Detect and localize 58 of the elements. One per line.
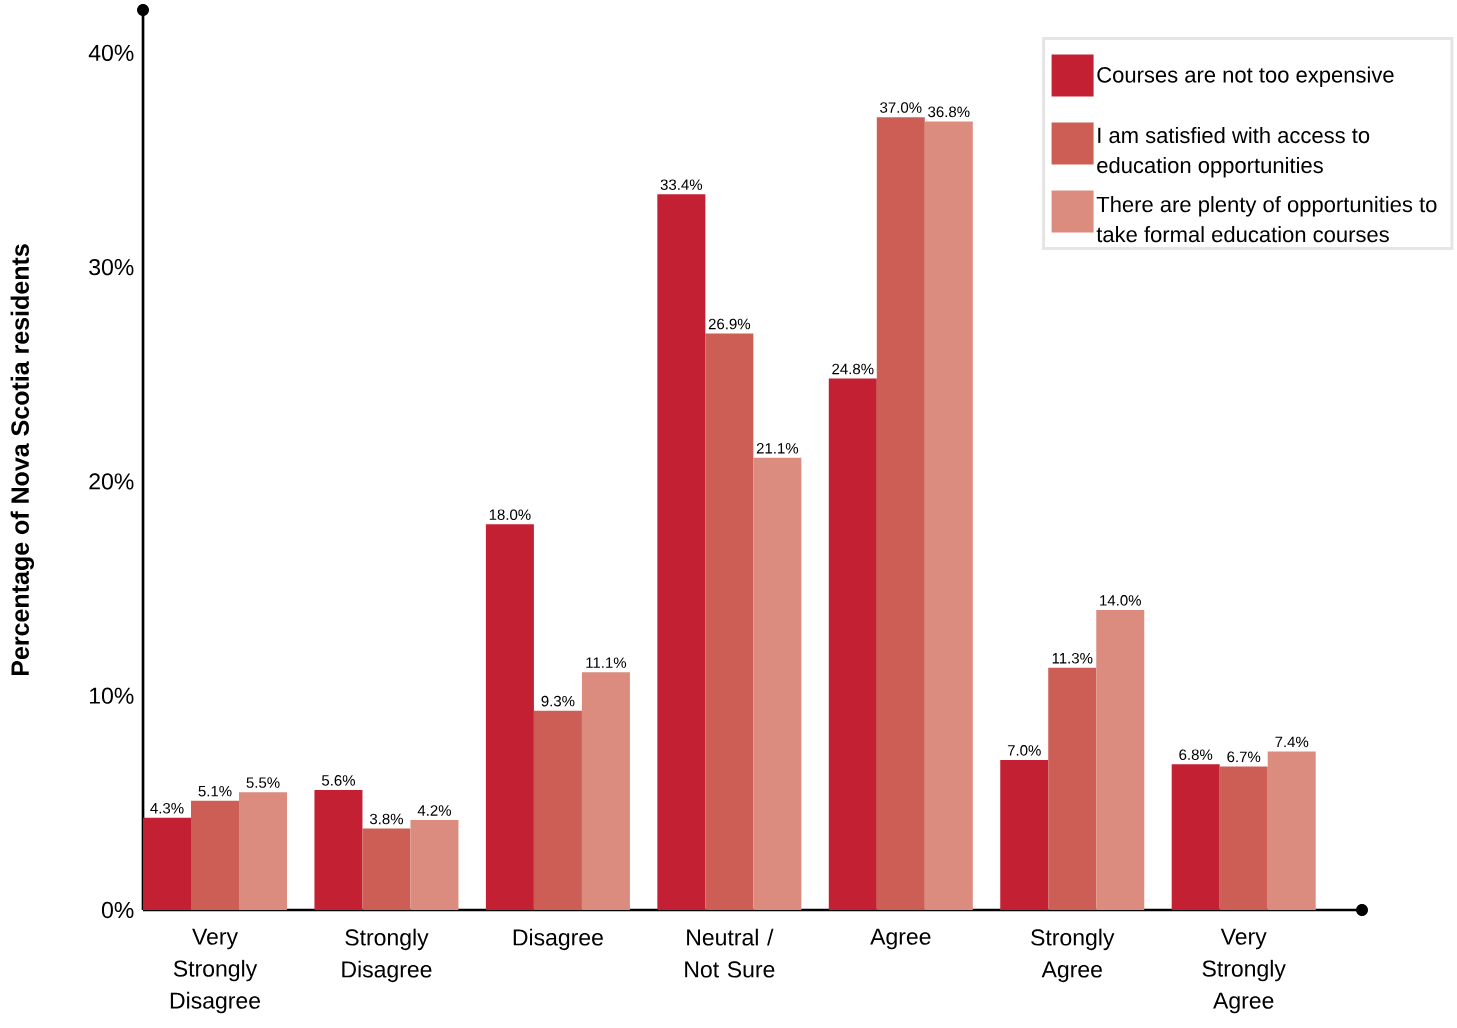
x-tick-label: Very Strongly Disagree [170,928,260,1014]
data-label: 5.6% [321,775,356,786]
data-label: 6.8% [1179,749,1213,761]
bar [581,672,630,910]
y-axis-title: Percentage of Nova Scotia residents [10,244,35,676]
bar [239,792,288,910]
x-tick-label: Strongly Disagree [342,928,432,983]
bar [876,117,925,910]
x-tick-label: Strongly Agree [1031,928,1115,983]
x-tick-label: Agree [870,928,931,950]
data-label: 14.0% [1100,595,1141,606]
data-label: 21.1% [756,443,799,454]
data-label: 24.8% [832,363,874,375]
bar [191,800,240,910]
bar [533,710,582,910]
bar [753,457,802,910]
data-label: 11.1% [586,657,627,668]
legend-label: Courses are not too expensive [1097,66,1394,87]
bar [410,819,459,910]
bar [924,121,973,910]
data-label: 37.0% [880,102,922,113]
legend-label: I am satisfied with access to education opportunities [1097,126,1370,178]
bar [657,194,706,910]
legend-label: There are plenty of opportunities to take formal education courses [1096,196,1437,243]
bar [1048,667,1097,910]
data-label: 5.5% [246,777,280,788]
bar [828,378,877,910]
bar [1219,766,1268,910]
x-tick-label: Neutral / Not Sure [685,928,775,978]
bar [1096,609,1145,910]
data-label: 4.2% [417,805,452,816]
x-tick-label: Disagree [513,928,603,951]
data-label: 3.8% [369,813,404,825]
y-tick-label: 0% [101,901,134,919]
bar [485,524,534,910]
data-label: 9.3% [541,695,575,707]
y-tick-label: 20% [89,473,134,490]
y-tick-label: 40% [88,44,134,61]
data-label: 7.0% [1007,745,1041,756]
data-label: 18.0% [489,509,531,521]
data-label: 5.1% [198,785,232,797]
bar [314,789,363,910]
data-label: 26.9% [708,318,751,330]
bar [1171,764,1220,910]
bar [143,817,192,910]
y-tick-label: 10% [90,687,134,704]
bar [362,828,411,910]
bar [1000,759,1049,910]
y-tick-label: 30% [89,258,134,276]
data-label: 6.7% [1227,751,1261,763]
x-tick-label: Very Strongly Agree [1202,928,1286,1014]
bar [705,333,754,910]
data-label: 33.4% [660,179,703,191]
bar [1267,751,1316,910]
data-label: 4.3% [150,802,184,814]
data-label: 36.8% [928,106,970,118]
data-label: 11.3% [1052,652,1093,664]
data-label: 7.4% [1275,736,1309,748]
